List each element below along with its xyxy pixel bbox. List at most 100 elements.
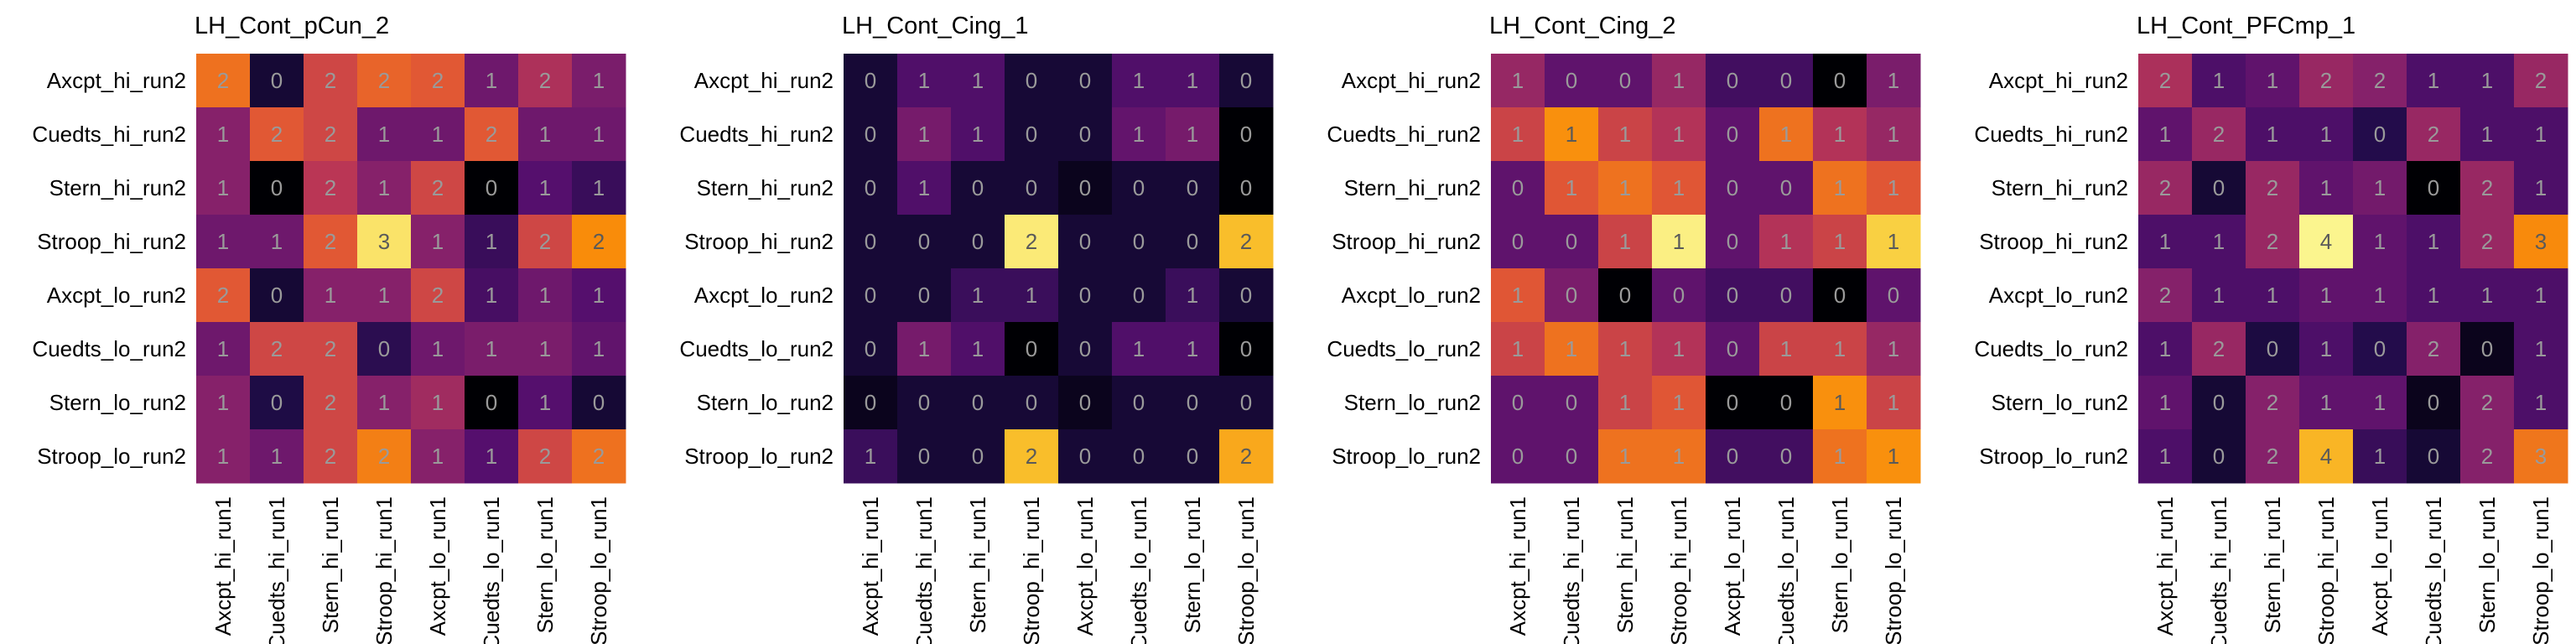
row-tick-label: Axcpt_lo_run2 — [1989, 283, 2128, 308]
heatmap-cell — [1813, 429, 1867, 484]
heatmap-cell — [1598, 54, 1653, 108]
row-tick-label: Cuedts_lo_run2 — [1974, 336, 2128, 361]
heatmap-cell — [1166, 54, 1220, 108]
cell-label: 1 — [2481, 283, 2493, 308]
heatmap-cell — [2246, 161, 2300, 216]
cell-label: 2 — [271, 336, 283, 361]
cell-label: 2 — [325, 336, 336, 361]
cell-label: 1 — [2535, 175, 2547, 200]
cell-label: 2 — [2481, 444, 2493, 469]
cell-label: 1 — [432, 390, 444, 415]
cell-label: 2 — [271, 122, 283, 147]
cell-label: 1 — [972, 336, 984, 361]
cell-label: 1 — [972, 122, 984, 147]
cell-label: 1 — [1566, 122, 1577, 147]
row-tick-label: Stern_hi_run2 — [49, 175, 186, 200]
heatmap-cell — [357, 268, 412, 323]
cell-label: 1 — [539, 336, 551, 361]
heatmap-cell — [304, 54, 358, 108]
heatmap-cell — [1166, 429, 1220, 484]
panel-title: LH_Cont_Cing_1 — [842, 13, 1028, 39]
heatmap-cell — [1867, 376, 1921, 430]
heatmap-cell — [411, 161, 465, 216]
heatmap-cell — [1867, 322, 1921, 377]
col-tick-label: Stern_hi_run1 — [965, 496, 990, 633]
cell-label: 1 — [378, 175, 390, 200]
heatmap-cell — [2460, 54, 2515, 108]
cell-label: 0 — [1566, 283, 1577, 308]
cell-label: 0 — [2213, 175, 2225, 200]
heatmap-cell — [1166, 322, 1220, 377]
cell-label: 1 — [1888, 68, 1899, 93]
cell-label: 2 — [2535, 68, 2547, 93]
col-tick-label: Axcpt_hi_run1 — [210, 496, 236, 636]
heatmap-cell — [250, 268, 304, 323]
cell-label: 0 — [1240, 68, 1252, 93]
heatmap-cell — [465, 322, 519, 377]
cell-label: 1 — [432, 122, 444, 147]
heatmap-cell — [2514, 429, 2568, 484]
heatmap-cell — [1058, 268, 1113, 323]
heatmap-cell — [2407, 429, 2461, 484]
heatmap-cell — [2514, 215, 2568, 269]
heatmap-cell — [1598, 322, 1653, 377]
heatmap-cell — [2299, 322, 2354, 377]
col-tick-label: Cuedts_lo_run1 — [1774, 496, 1799, 644]
col-tick-label: Cuedts_hi_run1 — [1559, 496, 1584, 644]
heatmap-cell — [304, 215, 358, 269]
cell-label: 1 — [1619, 444, 1631, 469]
heatmap-cell — [844, 107, 898, 162]
heatmap-cell — [357, 322, 412, 377]
heatmap-cell — [2299, 215, 2354, 269]
heatmap-cell — [1005, 429, 1059, 484]
heatmap-cell — [2246, 429, 2300, 484]
cell-label: 1 — [1834, 444, 1846, 469]
heatmap-cell — [1112, 107, 1166, 162]
heatmap-cell — [465, 107, 519, 162]
heatmap-cell — [1058, 107, 1113, 162]
cell-label: 2 — [2159, 68, 2171, 93]
heatmap-cell — [465, 268, 519, 323]
cell-label: 1 — [1133, 122, 1145, 147]
cell-label: 4 — [2320, 444, 2332, 469]
heatmap-cell — [196, 107, 251, 162]
cell-label: 2 — [539, 444, 551, 469]
cell-label: 0 — [486, 390, 497, 415]
cell-label: 1 — [1888, 175, 1899, 200]
heatmap-cell — [897, 429, 952, 484]
heatmap-cell — [196, 322, 251, 377]
col-tick-label: Axcpt_hi_run1 — [858, 496, 883, 636]
heatmap-cell — [1706, 54, 1760, 108]
heatmap-cell — [2138, 429, 2193, 484]
cell-label: 0 — [1026, 390, 1037, 415]
heatmap-cell — [897, 54, 952, 108]
cell-label: 1 — [486, 229, 497, 254]
cell-label: 0 — [1780, 444, 1792, 469]
heatmap-cell — [951, 215, 1005, 269]
row-tick-label: Stern_lo_run2 — [1992, 390, 2128, 415]
row-tick-label: Axcpt_lo_run2 — [694, 283, 834, 308]
cell-label: 1 — [2159, 122, 2171, 147]
col-tick-label: Cuedts_hi_run1 — [911, 496, 937, 644]
heatmap-cell — [1598, 268, 1653, 323]
cell-label: 1 — [271, 444, 283, 469]
cell-label: 1 — [217, 444, 229, 469]
cell-label: 0 — [1619, 283, 1631, 308]
cell-label: 0 — [271, 68, 283, 93]
cell-label: 0 — [1512, 175, 1524, 200]
cell-label: 2 — [1240, 444, 1252, 469]
cell-label: 0 — [486, 175, 497, 200]
cell-label: 1 — [1187, 68, 1198, 93]
heatmap-cell — [250, 429, 304, 484]
heatmap-cell — [844, 161, 898, 216]
heatmap-cell — [1166, 268, 1220, 323]
cell-label: 1 — [918, 336, 930, 361]
cell-label: 1 — [2267, 283, 2278, 308]
cell-label: 1 — [2428, 283, 2439, 308]
heatmap-cell — [572, 161, 626, 216]
cell-label: 2 — [593, 444, 605, 469]
col-tick-label: Cuedts_hi_run1 — [264, 496, 289, 644]
heatmap-cell — [1706, 268, 1760, 323]
row-tick-label: Stroop_hi_run2 — [1979, 229, 2128, 254]
heatmap-cell — [897, 161, 952, 216]
